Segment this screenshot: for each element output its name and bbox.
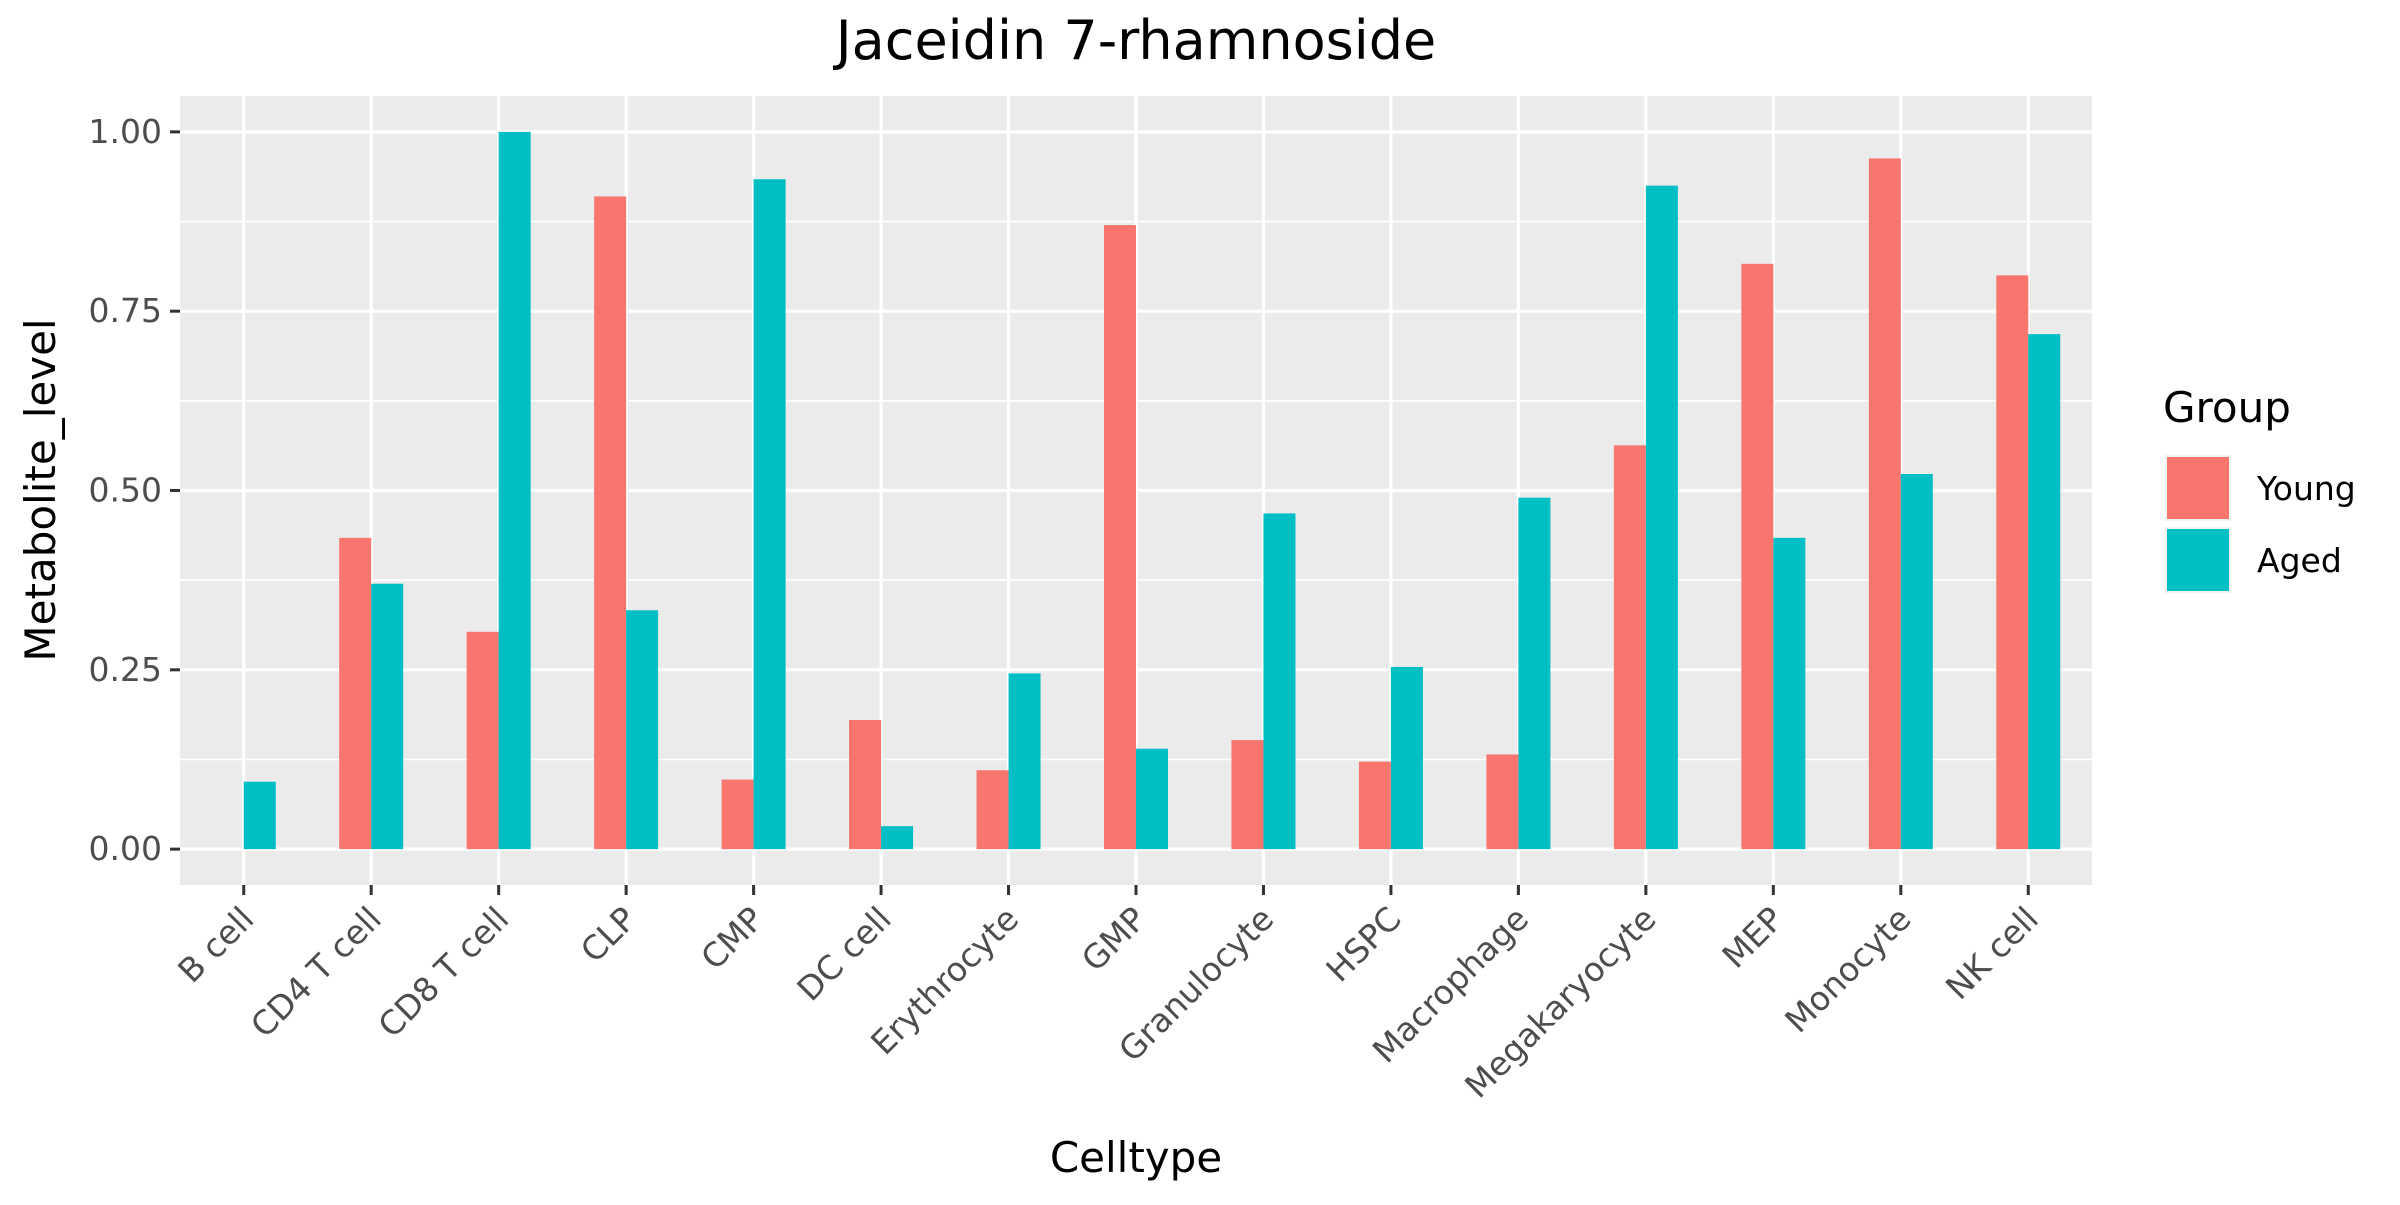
x-tick-label: CD8 T cell (370, 899, 516, 1045)
bar-young (1868, 158, 1901, 850)
bar-aged (2028, 334, 2061, 850)
legend-title: Group (2163, 383, 2291, 432)
bar-aged (753, 179, 786, 850)
bar-aged (1136, 748, 1168, 850)
bar-young (1486, 754, 1519, 850)
bar-aged (498, 131, 531, 850)
legend-label: Young (2256, 469, 2356, 508)
x-tick-label: CLP (573, 899, 644, 970)
bar-aged (1645, 185, 1678, 850)
x-tick-label: HSPC (1318, 899, 1408, 989)
y-tick-label: 0.75 (89, 291, 162, 330)
y-tick-label: 0.25 (89, 650, 162, 689)
y-axis: 0.00 0.25 0.50 0.75 1.00 (89, 112, 180, 868)
y-tick-label: 0.00 (89, 829, 162, 868)
bar-young (1358, 761, 1391, 850)
y-axis-title: Metabolite_level (16, 318, 65, 661)
x-tick-label: NK cell (1938, 899, 2046, 1007)
legend-swatch-young (2167, 457, 2229, 519)
legend: Group Young Aged (2163, 383, 2356, 593)
x-tick-label: DC cell (789, 899, 898, 1008)
x-tick-label: MEP (1714, 899, 1791, 976)
bar-young (849, 720, 882, 850)
bar-aged (243, 781, 276, 850)
x-tick-label: GMP (1074, 899, 1154, 979)
x-tick-label: B cell (170, 899, 261, 990)
x-tick-label: CMP (693, 899, 771, 977)
x-axis-title: Celltype (1050, 1133, 1222, 1182)
bar-young (1613, 445, 1646, 850)
bar-aged (881, 826, 914, 850)
bar-aged (371, 583, 404, 850)
bar-aged (1773, 537, 1806, 850)
bar-young (339, 537, 372, 850)
bars (243, 131, 2061, 850)
y-tick-label: 1.00 (89, 112, 162, 151)
bar-aged (626, 610, 659, 850)
chart-title: Jaceidin 7-rhamnoside (833, 9, 1437, 72)
bar-young (721, 779, 754, 850)
legend-label: Aged (2257, 541, 2342, 580)
bar-young (1231, 740, 1264, 850)
bar-aged (1518, 497, 1551, 850)
x-tick-label: Monocyte (1777, 899, 1918, 1040)
bar-young (594, 196, 627, 850)
bar-young (976, 770, 1009, 850)
bar-young (466, 631, 499, 850)
x-tick-label: CD4 T cell (243, 899, 389, 1045)
bar-aged (1900, 474, 1933, 850)
bar-aged (1390, 666, 1423, 850)
bar-young (1741, 263, 1774, 850)
bar-young (1996, 275, 2029, 850)
legend-swatch-aged (2167, 529, 2229, 591)
bar-aged (1008, 673, 1041, 850)
bar-aged (1263, 513, 1296, 850)
bar-young (1104, 225, 1136, 850)
y-tick-label: 0.50 (89, 471, 162, 510)
